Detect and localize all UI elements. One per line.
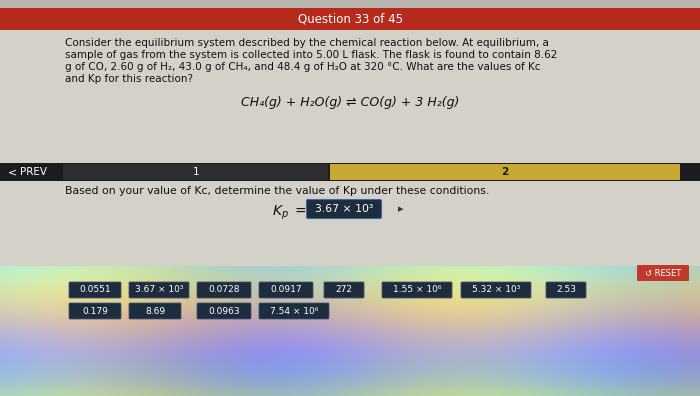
FancyBboxPatch shape	[324, 282, 364, 298]
Text: 1.55 × 10⁶: 1.55 × 10⁶	[393, 286, 441, 295]
FancyBboxPatch shape	[307, 200, 382, 219]
FancyBboxPatch shape	[330, 164, 680, 180]
Text: 0.0551: 0.0551	[79, 286, 111, 295]
Text: 2.53: 2.53	[556, 286, 576, 295]
FancyBboxPatch shape	[69, 282, 121, 298]
FancyBboxPatch shape	[197, 282, 251, 298]
FancyBboxPatch shape	[0, 8, 700, 30]
Text: g of CO, 2.60 g of H₂, 43.0 g of CH₄, and 48.4 g of H₂O at 320 °C. What are the : g of CO, 2.60 g of H₂, 43.0 g of CH₄, an…	[65, 62, 540, 72]
Text: =: =	[295, 205, 307, 219]
Text: 272: 272	[335, 286, 353, 295]
Text: PREV: PREV	[20, 167, 47, 177]
Text: Question 33 of 45: Question 33 of 45	[298, 13, 402, 25]
Text: Based on your value of Kc, determine the value of Kp under these conditions.: Based on your value of Kc, determine the…	[65, 186, 489, 196]
Text: 0.0917: 0.0917	[270, 286, 302, 295]
FancyBboxPatch shape	[382, 282, 452, 298]
FancyBboxPatch shape	[63, 164, 328, 180]
Text: 1: 1	[193, 167, 200, 177]
Text: ▸: ▸	[398, 204, 404, 214]
FancyBboxPatch shape	[259, 303, 329, 319]
Text: <: <	[8, 167, 18, 177]
Text: 0.0963: 0.0963	[208, 307, 240, 316]
Text: 3.67 × 10³: 3.67 × 10³	[134, 286, 183, 295]
Text: 7.54 × 10⁶: 7.54 × 10⁶	[270, 307, 318, 316]
FancyBboxPatch shape	[637, 265, 689, 281]
Text: 5.32 × 10³: 5.32 × 10³	[472, 286, 520, 295]
Text: $K_p$: $K_p$	[272, 204, 289, 222]
FancyBboxPatch shape	[546, 282, 586, 298]
Text: 2: 2	[501, 167, 509, 177]
Text: CH₄(g) + H₂O(g) ⇌ CO(g) + 3 H₂(g): CH₄(g) + H₂O(g) ⇌ CO(g) + 3 H₂(g)	[241, 96, 459, 109]
Text: 0.0728: 0.0728	[209, 286, 239, 295]
Text: sample of gas from the system is collected into 5.00 L flask. The flask is found: sample of gas from the system is collect…	[65, 50, 557, 60]
Text: Consider the equilibrium system described by the chemical reaction below. At equ: Consider the equilibrium system describe…	[65, 38, 549, 48]
Text: and Kp for this reaction?: and Kp for this reaction?	[65, 74, 193, 84]
FancyBboxPatch shape	[259, 282, 313, 298]
FancyBboxPatch shape	[0, 163, 700, 181]
FancyBboxPatch shape	[129, 303, 181, 319]
FancyBboxPatch shape	[129, 282, 189, 298]
FancyBboxPatch shape	[0, 0, 700, 8]
FancyBboxPatch shape	[461, 282, 531, 298]
Text: 0.179: 0.179	[82, 307, 108, 316]
FancyBboxPatch shape	[197, 303, 251, 319]
Text: ↺ RESET: ↺ RESET	[645, 268, 681, 278]
Text: 3.67 × 10³: 3.67 × 10³	[315, 204, 373, 214]
FancyBboxPatch shape	[69, 303, 121, 319]
Text: 8.69: 8.69	[145, 307, 165, 316]
